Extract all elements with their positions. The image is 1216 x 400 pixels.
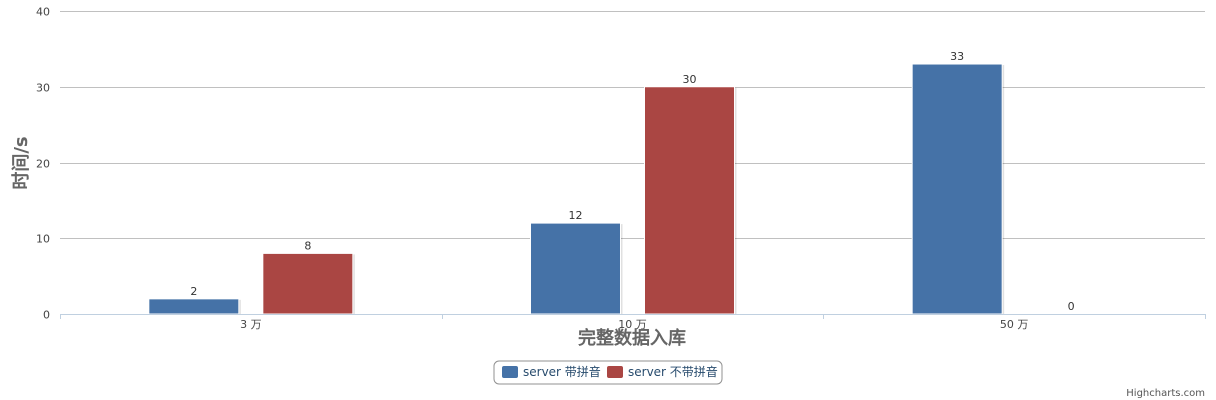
bar-series-1[interactable] <box>148 298 240 315</box>
x-tick-label: 50 万 <box>1000 318 1029 331</box>
data-label: 2 <box>190 285 197 298</box>
legend-swatch-series-1 <box>502 366 518 378</box>
y-tick-label: 10 <box>36 233 50 246</box>
bar-series-1[interactable] <box>911 63 1003 315</box>
y-tick-label: 0 <box>43 309 50 322</box>
x-tick-label: 10 万 <box>618 318 647 331</box>
data-label: 0 <box>1068 300 1075 313</box>
credits-link[interactable]: Highcharts.com <box>1126 388 1205 399</box>
bar-series-1[interactable] <box>530 222 621 315</box>
bar-series-2[interactable] <box>644 86 735 315</box>
data-label: 30 <box>683 73 697 86</box>
y-tick-label: 30 <box>36 82 50 95</box>
legend-swatch-series-2 <box>607 366 623 378</box>
bar-series-2[interactable] <box>262 252 354 315</box>
x-axis-title: 完整数据入库 <box>578 327 686 349</box>
y-tick-label: 40 <box>36 6 50 19</box>
y-tick-label: 20 <box>36 158 50 171</box>
grid-lines <box>60 11 1205 239</box>
legend: server 带拼音 server 不带拼音 <box>493 360 723 385</box>
bars <box>148 63 1005 316</box>
legend-label-series-1: server 带拼音 <box>523 364 601 379</box>
legend-item-series-2[interactable]: server 不带拼音 <box>607 364 718 379</box>
data-labels: 2 12 33 8 30 0 <box>190 50 1074 313</box>
data-label: 33 <box>950 50 964 63</box>
data-label: 8 <box>304 239 311 252</box>
y-axis-title: 时间/s <box>11 136 32 189</box>
legend-label-series-2: server 不带拼音 <box>628 364 718 379</box>
x-tick-label: 3 万 <box>240 318 262 331</box>
legend-item-series-1[interactable]: server 带拼音 <box>502 364 601 379</box>
data-label: 12 <box>569 209 583 222</box>
